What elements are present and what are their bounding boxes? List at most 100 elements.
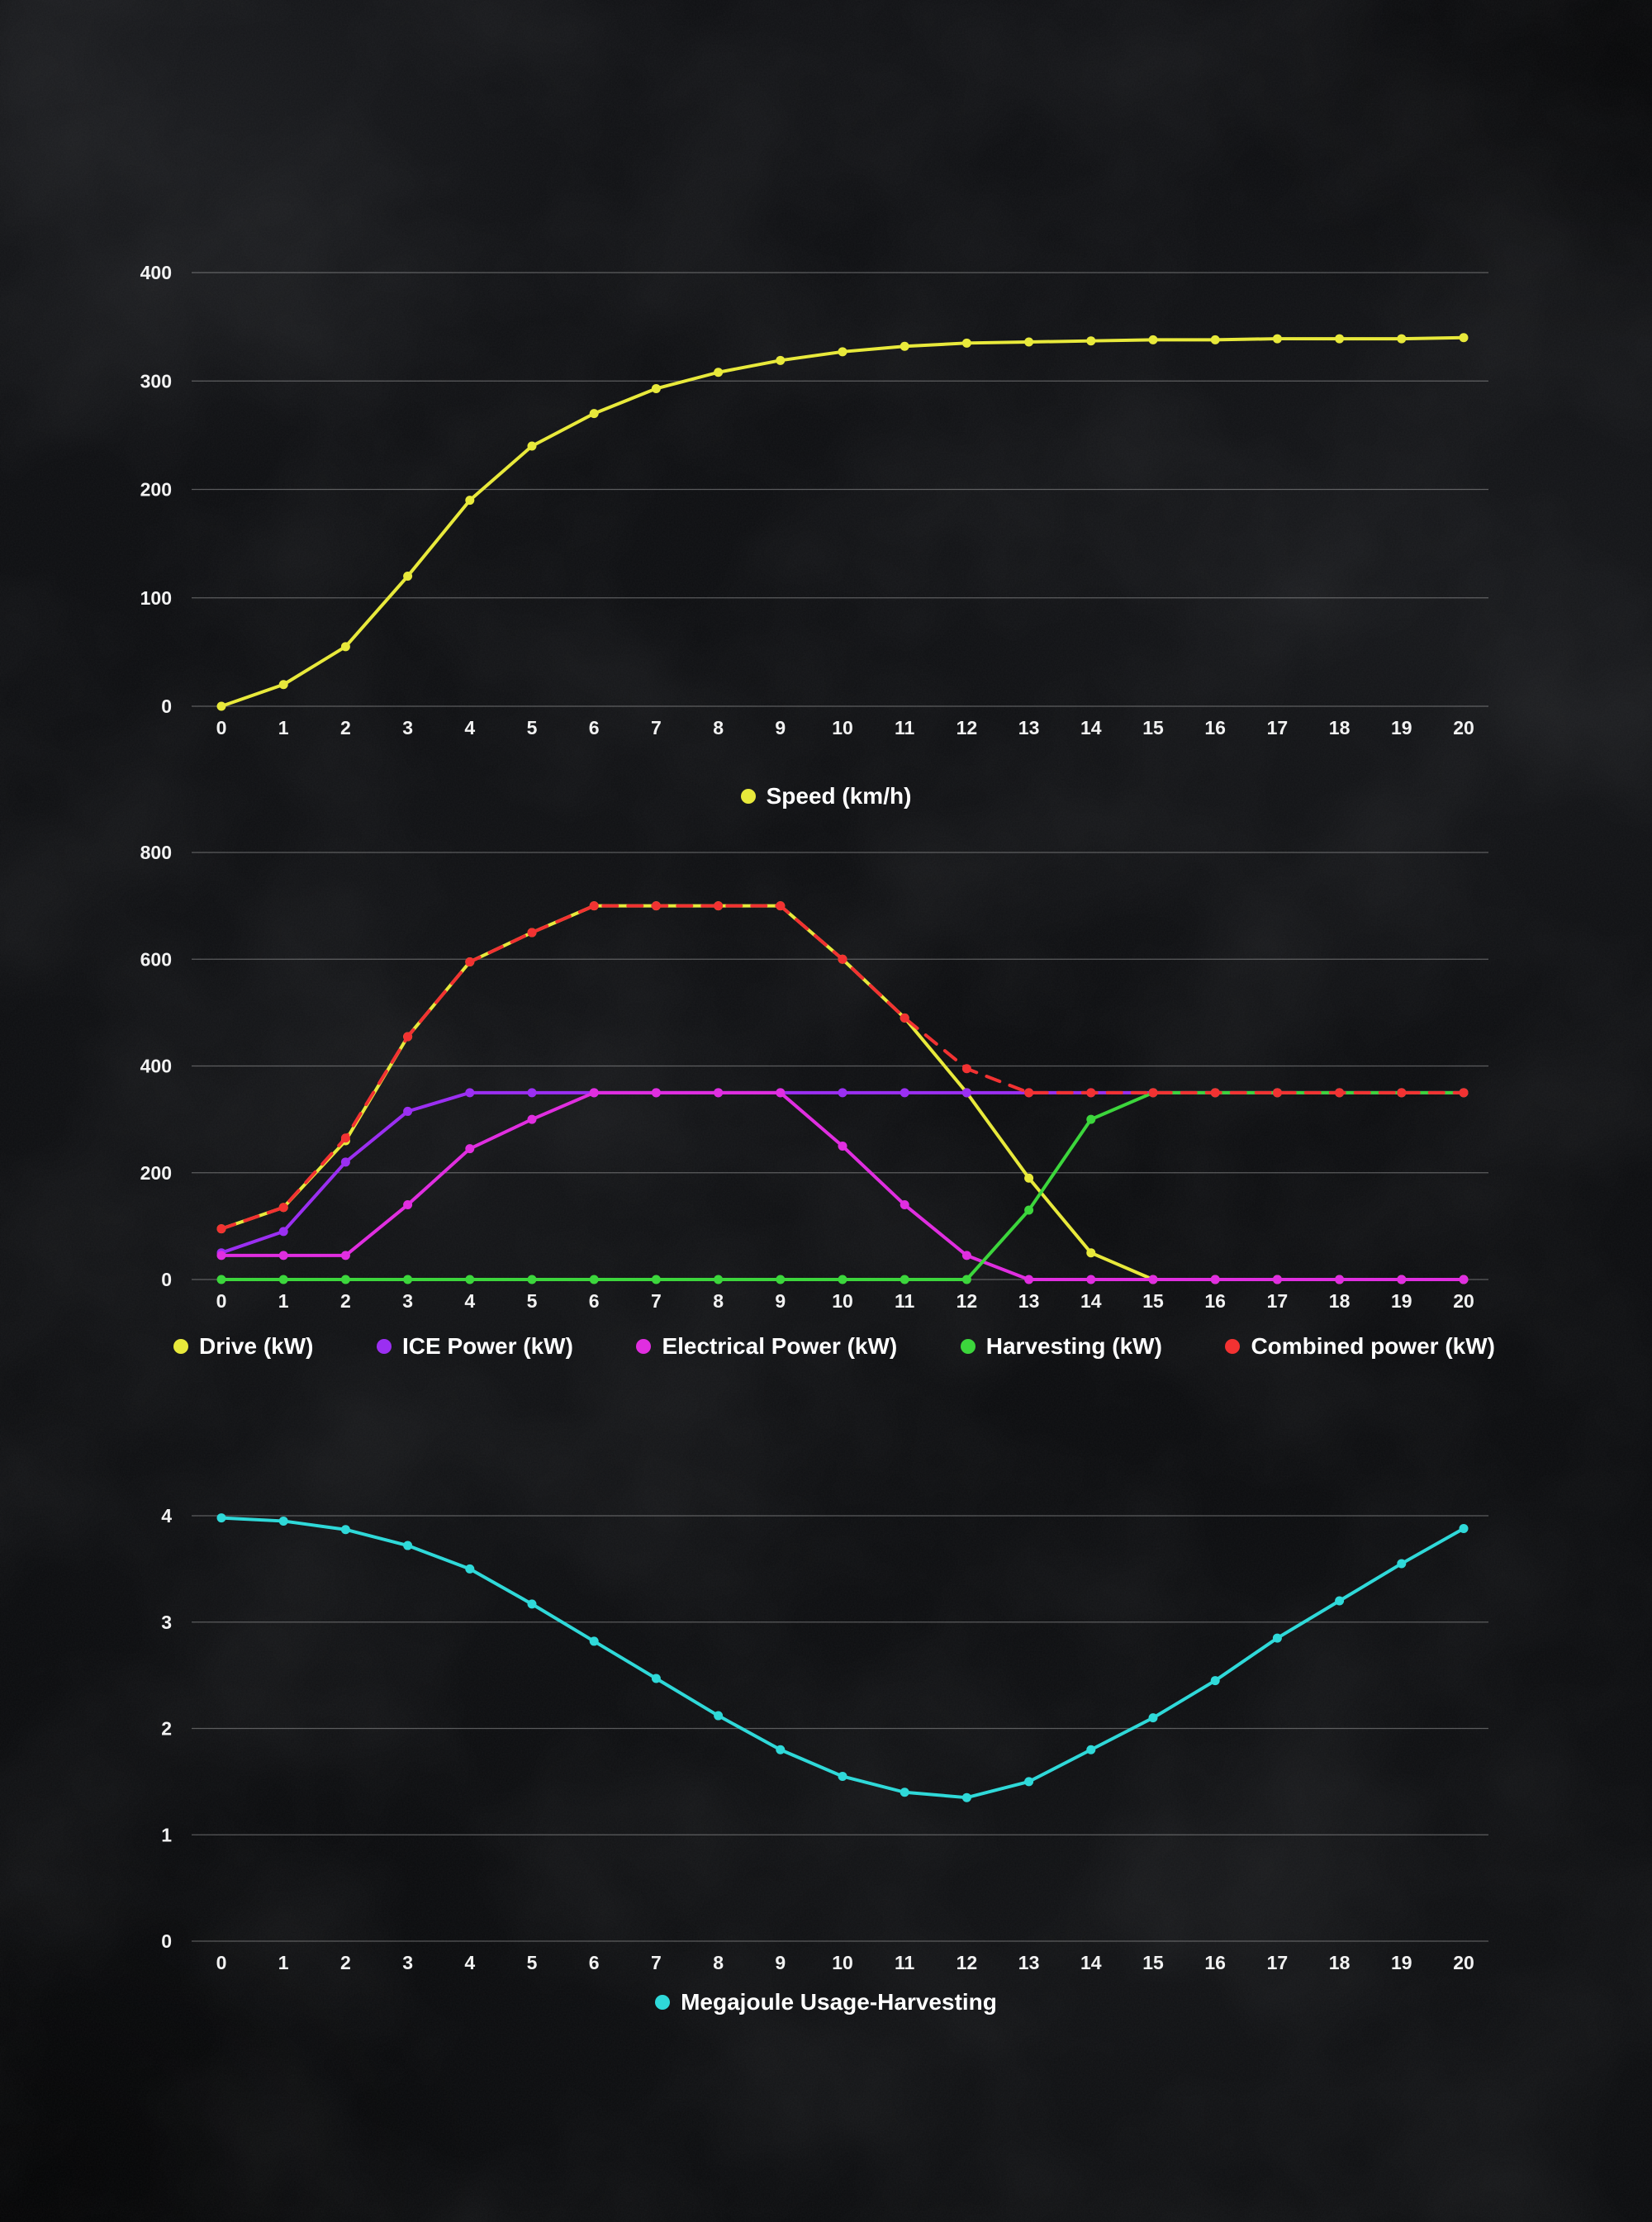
power-chart-legend: Drive (kW) ICE Power (kW) Electrical Power…	[173, 1333, 1495, 1360]
legend-item-combined-power-kw[interactable]: Combined power (kW)	[1225, 1333, 1495, 1360]
series-point-megajoule-usage-harvesting	[838, 1771, 847, 1781]
series-point-harvesting-kw	[714, 1275, 724, 1284]
series-point-harvesting-kw	[651, 1275, 661, 1284]
speed-chart-x-tick-label: 11	[895, 717, 915, 738]
power-chart-x-tick-label: 3	[402, 1290, 413, 1312]
series-point-electrical-power-kw	[216, 1251, 226, 1261]
speed-chart-x-tick-label: 4	[464, 717, 475, 738]
power-chart-x-tick-label: 8	[713, 1290, 724, 1312]
series-point-speed-km-h	[961, 338, 971, 348]
series-point-megajoule-usage-harvesting	[1272, 1633, 1282, 1643]
series-point-electrical-power-kw	[589, 1088, 599, 1098]
series-point-electrical-power-kw	[1024, 1275, 1034, 1284]
legend-dot-icon	[960, 1339, 976, 1354]
power-chart-y-tick-label: 0	[161, 1269, 172, 1290]
series-point-megajoule-usage-harvesting	[527, 1599, 537, 1609]
legend-label: Harvesting (kW)	[985, 1333, 1162, 1359]
series-point-harvesting-kw	[1024, 1205, 1034, 1215]
series-point-combined-power-kw	[1335, 1088, 1345, 1098]
series-point-electrical-power-kw	[403, 1200, 413, 1210]
legend-item-drive-kw[interactable]: Drive (kW)	[173, 1333, 313, 1360]
speed-chart-x-tick-label: 1	[278, 717, 289, 738]
power-chart-x-tick-label: 15	[1142, 1290, 1164, 1312]
power-chart-x-tick-label: 19	[1391, 1290, 1412, 1312]
series-point-electrical-power-kw	[1335, 1275, 1345, 1284]
speed-chart-x-tick-label: 15	[1142, 717, 1164, 738]
energy-chart-x-tick-label: 1	[278, 1952, 289, 1973]
power-chart-x-tick-label: 0	[216, 1290, 227, 1312]
power-chart-x-tick-label: 12	[957, 1290, 978, 1312]
series-point-ice-power-kw	[838, 1088, 847, 1098]
series-point-speed-km-h	[1086, 336, 1096, 346]
series-point-speed-km-h	[1397, 334, 1407, 344]
energy-chart-legend: Megajoule Usage-Harvesting	[0, 1989, 1652, 2015]
series-point-combined-power-kw	[1459, 1088, 1469, 1098]
power-chart-x-tick-label: 17	[1267, 1290, 1289, 1312]
series-point-electrical-power-kw	[1148, 1275, 1158, 1284]
series-point-speed-km-h	[278, 680, 288, 690]
series-point-harvesting-kw	[1086, 1114, 1096, 1124]
series-point-harvesting-kw	[465, 1275, 475, 1284]
legend-item-ice-power-kw[interactable]: ICE Power (kW)	[377, 1333, 573, 1360]
legend-item-electrical-power-kw[interactable]: Electrical Power (kW)	[636, 1333, 897, 1360]
series-point-speed-km-h	[340, 642, 350, 652]
energy-chart-x-tick-label: 2	[340, 1952, 351, 1973]
power-chart-x-tick-label: 20	[1453, 1290, 1474, 1312]
series-point-combined-power-kw	[1272, 1088, 1282, 1098]
legend-dot-icon	[1225, 1339, 1241, 1354]
legend-item-speed-km-h[interactable]: Speed (km/h)	[740, 783, 911, 810]
series-point-electrical-power-kw	[527, 1114, 537, 1124]
speed-chart-y-tick-label: 400	[140, 262, 172, 283]
legend-item-megajoule-usage-harvesting[interactable]: Megajoule Usage-Harvesting	[655, 1989, 997, 2015]
series-point-speed-km-h	[776, 355, 786, 365]
series-point-harvesting-kw	[838, 1275, 847, 1284]
speed-chart-x-tick-label: 9	[775, 717, 786, 738]
speed-chart-x-tick-label: 2	[340, 717, 351, 738]
series-point-electrical-power-kw	[714, 1088, 724, 1098]
series-point-harvesting-kw	[776, 1275, 786, 1284]
power-chart-x-tick-label: 4	[464, 1290, 475, 1312]
power-chart-x-tick-label: 5	[527, 1290, 538, 1312]
series-point-speed-km-h	[403, 572, 413, 581]
legend-dot-icon	[740, 789, 756, 804]
power-chart-x-tick-label: 7	[651, 1290, 662, 1312]
power-chart-x-tick-label: 6	[589, 1290, 600, 1312]
power-chart-x-tick-label: 9	[775, 1290, 786, 1312]
energy-chart-x-tick-label: 12	[957, 1952, 978, 1973]
series-point-harvesting-kw	[589, 1275, 599, 1284]
series-point-combined-power-kw	[961, 1064, 971, 1074]
energy-chart-x-tick-label: 17	[1267, 1952, 1289, 1973]
speed-chart-x-tick-label: 10	[832, 717, 853, 738]
series-point-combined-power-kw	[403, 1032, 413, 1042]
power-chart-y-tick-label: 600	[140, 948, 172, 970]
speed-chart-x-tick-label: 7	[651, 717, 662, 738]
series-point-megajoule-usage-harvesting	[216, 1513, 226, 1523]
series-point-megajoule-usage-harvesting	[465, 1564, 475, 1574]
series-point-megajoule-usage-harvesting	[1148, 1713, 1158, 1723]
series-point-electrical-power-kw	[1086, 1275, 1096, 1284]
speed-chart-x-tick-label: 8	[713, 717, 724, 738]
power-chart-x-tick-label: 11	[895, 1290, 915, 1312]
power-chart-x-tick-label: 13	[1018, 1290, 1040, 1312]
energy-chart-y-tick-label: 1	[161, 1824, 172, 1845]
series-point-electrical-power-kw	[278, 1251, 288, 1261]
legend-label: Megajoule Usage-Harvesting	[681, 1989, 997, 2015]
series-point-combined-power-kw	[465, 957, 475, 966]
energy-chart-y-tick-label: 3	[161, 1612, 172, 1633]
series-point-electrical-power-kw	[1397, 1275, 1407, 1284]
series-point-speed-km-h	[1148, 335, 1158, 344]
legend-dot-icon	[636, 1339, 652, 1354]
speed-chart-x-tick-label: 6	[589, 717, 600, 738]
series-point-harvesting-kw	[340, 1275, 350, 1284]
series-point-megajoule-usage-harvesting	[1210, 1676, 1220, 1686]
series-point-megajoule-usage-harvesting	[589, 1636, 599, 1646]
series-point-speed-km-h	[216, 701, 226, 711]
energy-chart-x-tick-label: 19	[1391, 1952, 1412, 1973]
power-chart-y-tick-label: 800	[140, 842, 172, 863]
legend-item-harvesting-kw[interactable]: Harvesting (kW)	[960, 1333, 1162, 1360]
speed-chart-x-tick-label: 5	[527, 717, 538, 738]
energy-chart-x-tick-label: 9	[775, 1952, 786, 1973]
series-point-combined-power-kw	[1024, 1088, 1034, 1098]
series-line-combined-power-kw	[220, 904, 1465, 1231]
